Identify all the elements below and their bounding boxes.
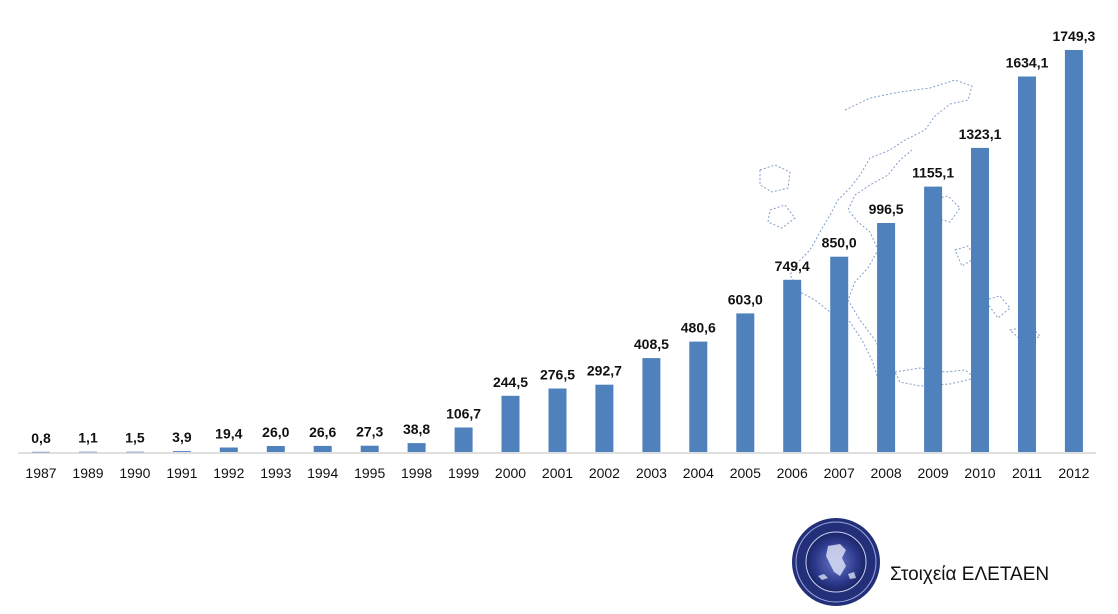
- value-label-2006: 749,4: [775, 258, 810, 274]
- value-label-2002: 292,7: [587, 363, 622, 379]
- bar-1992: [219, 447, 238, 452]
- bar-1999: [454, 427, 473, 452]
- value-label-1994: 26,6: [309, 424, 336, 440]
- bar-2002: [595, 384, 614, 452]
- bar-2003: [642, 358, 661, 452]
- value-label-2010: 1323,1: [959, 126, 1002, 142]
- value-label-1989: 1,1: [78, 430, 98, 446]
- bar-2005: [736, 313, 755, 452]
- bar-2001: [548, 388, 567, 452]
- value-label-1998: 38,8: [403, 421, 430, 437]
- value-label-2012: 1749,3: [1052, 28, 1095, 44]
- value-label-2009: 1155,1: [912, 165, 954, 181]
- x-tick-2012: 2012: [1058, 465, 1089, 481]
- eletaen-seal-icon: [792, 518, 880, 606]
- bar-1991: [172, 451, 191, 452]
- bar-1994: [313, 445, 332, 452]
- x-tick-2005: 2005: [730, 465, 761, 481]
- x-tick-1995: 1995: [354, 465, 385, 481]
- x-tick-2008: 2008: [871, 465, 902, 481]
- x-tick-1991: 1991: [166, 465, 197, 481]
- x-tick-1993: 1993: [260, 465, 291, 481]
- bar-1993: [266, 446, 285, 452]
- value-label-1999: 106,7: [446, 406, 481, 422]
- x-tick-1990: 1990: [119, 465, 150, 481]
- bar-1989: [79, 451, 97, 453]
- value-label-1987: 0,8: [31, 430, 51, 446]
- x-tick-1987: 1987: [25, 465, 56, 481]
- x-tick-2011: 2011: [1012, 465, 1042, 481]
- bar-2006: [783, 279, 802, 452]
- x-tick-1994: 1994: [307, 465, 338, 481]
- value-labels-group: 0,8 1,1 1,5 3,9 19,4 26,0 26,6 27,3 38,8 106,7 244…: [31, 28, 1095, 446]
- value-label-2003: 408,5: [634, 336, 669, 352]
- source-block: Στοιχεία ΕΛΕΤΑΕΝ: [788, 516, 1108, 610]
- value-label-2001: 276,5: [540, 367, 575, 383]
- x-tick-2010: 2010: [964, 465, 995, 481]
- x-tick-1998: 1998: [401, 465, 432, 481]
- bar-2009: [924, 186, 943, 452]
- value-label-1992: 19,4: [215, 426, 242, 442]
- x-tick-2000: 2000: [495, 465, 526, 481]
- value-label-2007: 850,0: [822, 235, 857, 251]
- x-tick-1992: 1992: [213, 465, 244, 481]
- x-tick-2007: 2007: [824, 465, 855, 481]
- value-label-1995: 27,3: [356, 424, 383, 440]
- bar-2008: [877, 223, 896, 452]
- source-text: Στοιχεία ΕΛΕΤΑΕΝ: [890, 564, 1050, 585]
- x-tick-2002: 2002: [589, 465, 620, 481]
- value-label-1993: 26,0: [262, 424, 289, 440]
- bars-group: [32, 50, 1083, 453]
- value-label-2000: 244,5: [493, 374, 528, 390]
- bar-2000: [501, 395, 520, 452]
- x-tick-1989: 1989: [72, 465, 103, 481]
- x-tick-2001: 2001: [542, 465, 573, 481]
- bar-2011: [1018, 76, 1036, 452]
- value-label-2011: 1634,1: [1006, 55, 1049, 71]
- bar-2004: [689, 341, 708, 452]
- x-tick-2006: 2006: [777, 465, 808, 481]
- x-tick-2009: 2009: [918, 465, 949, 481]
- bar-1998: [407, 443, 426, 452]
- value-label-1991: 3,9: [172, 429, 192, 445]
- value-label-2004: 480,6: [681, 320, 716, 336]
- value-label-2005: 603,0: [728, 291, 763, 307]
- bar-2012: [1064, 50, 1083, 452]
- bar-2010: [971, 147, 989, 452]
- bar-1987: [32, 451, 50, 453]
- value-label-1990: 1,5: [125, 430, 145, 446]
- bar-2007: [830, 256, 849, 452]
- x-tick-2004: 2004: [683, 465, 714, 481]
- x-tick-labels-group: 1987 1989 1990 1991 1992 1993 1994 1995 1998 1999…: [25, 465, 1089, 481]
- x-tick-1999: 1999: [448, 465, 479, 481]
- bar-1990: [125, 451, 144, 453]
- value-label-2008: 996,5: [869, 201, 904, 217]
- x-tick-2003: 2003: [636, 465, 667, 481]
- bar-1995: [360, 445, 379, 452]
